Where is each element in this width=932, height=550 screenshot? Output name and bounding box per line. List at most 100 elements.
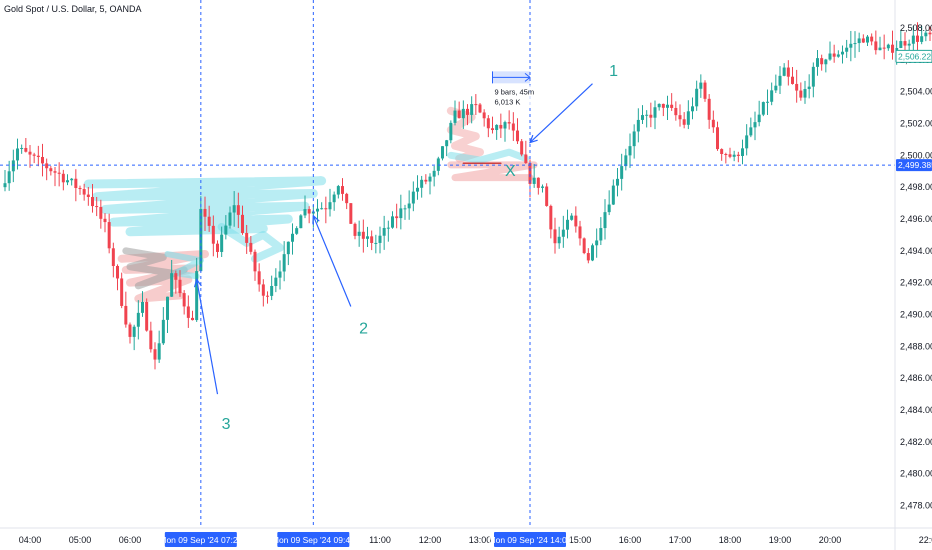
candle [849, 30, 853, 62]
candle [732, 150, 736, 162]
candle [345, 192, 349, 210]
candle [274, 268, 278, 293]
candle [474, 94, 478, 116]
candle [220, 226, 224, 258]
candle [16, 138, 19, 170]
candle [341, 178, 344, 201]
time-tick-label: 22:00 [919, 535, 932, 545]
candle [795, 69, 799, 103]
candle [782, 63, 786, 77]
candle [107, 213, 111, 254]
candle [766, 89, 769, 115]
price-tick-label: 2,498.000 [900, 182, 932, 192]
candle [141, 291, 144, 317]
candle [911, 25, 915, 53]
candle [170, 259, 174, 298]
candle [241, 205, 244, 235]
price-tick-label: 2,486.000 [900, 373, 932, 383]
svg-text:Mon 09 Sep '24 09:40: Mon 09 Sep '24 09:40 [272, 535, 355, 545]
price-tick-label: 2,490.000 [900, 310, 932, 320]
candle [178, 270, 182, 297]
candle [191, 310, 194, 321]
candle [711, 110, 715, 133]
time-tick-label: 13:00 [469, 535, 492, 545]
candle [886, 43, 890, 51]
candle [836, 50, 840, 58]
arrow-annotation-3[interactable] [193, 278, 219, 395]
time-tick-label: 17:00 [669, 535, 692, 545]
candle [870, 33, 874, 46]
candle [91, 184, 94, 213]
price-axis[interactable]: 2,478.000 2,480.000 2,482.000 2,484.000 2,48… [895, 23, 932, 511]
candle [641, 105, 644, 125]
candle [374, 234, 378, 254]
candle [861, 34, 865, 43]
candle [470, 96, 474, 124]
candle [245, 224, 249, 254]
candle [145, 298, 149, 332]
arrow-annotation-2[interactable] [312, 214, 352, 307]
time-tick-label: 19:00 [769, 535, 792, 545]
candle [299, 214, 303, 229]
candle [416, 175, 419, 200]
candle [628, 133, 632, 168]
candle [482, 109, 486, 127]
candle [924, 30, 928, 42]
candle [49, 166, 53, 176]
candle [549, 204, 553, 239]
candle [432, 166, 436, 187]
price-tick-label: 2,502.000 [900, 119, 932, 129]
candle [595, 228, 599, 258]
candle [124, 291, 128, 328]
candle [99, 199, 103, 229]
price-tick-label: 2,500.000 [900, 150, 932, 160]
price-tick-label: 2,496.000 [900, 214, 932, 224]
candle [461, 100, 465, 129]
candle [599, 217, 603, 246]
candle [928, 26, 932, 41]
candle [399, 194, 403, 230]
candle [624, 148, 628, 171]
svg-text:Mon 09 Sep '24 07:25: Mon 09 Sep '24 07:25 [159, 535, 242, 545]
candle [824, 58, 828, 73]
candle [161, 307, 165, 345]
last-price-label: 2,506.220 [895, 49, 932, 63]
candle [382, 215, 386, 250]
candle [757, 100, 761, 127]
candle [3, 169, 7, 192]
time-axis[interactable]: 04:00 05:00 06:00 11:00 12:00 13:00 15:00 16:00… [19, 532, 932, 547]
candle [128, 322, 132, 344]
candle [607, 190, 611, 216]
candle [566, 209, 569, 239]
candle [332, 191, 336, 211]
candle [291, 223, 294, 255]
candle [807, 74, 811, 99]
time-tick-label: 05:00 [69, 535, 92, 545]
candle [478, 103, 482, 114]
svg-text:2,506.220: 2,506.220 [898, 51, 932, 61]
candle [74, 169, 78, 202]
candle [295, 226, 299, 235]
candle [899, 29, 903, 49]
candle [445, 139, 449, 157]
candle [257, 263, 261, 292]
candle [32, 152, 36, 164]
candle [378, 226, 382, 254]
candle [211, 215, 215, 257]
candle [616, 168, 619, 197]
candle [574, 206, 578, 233]
candle [207, 205, 211, 232]
candle [174, 270, 178, 294]
candle [632, 124, 636, 159]
candle [149, 321, 153, 353]
candle [891, 30, 894, 60]
candle [78, 185, 82, 195]
candle [353, 222, 357, 240]
arrow-annotation-1[interactable] [528, 83, 593, 144]
candle [516, 118, 519, 144]
candle [878, 36, 882, 51]
candle [486, 115, 490, 138]
